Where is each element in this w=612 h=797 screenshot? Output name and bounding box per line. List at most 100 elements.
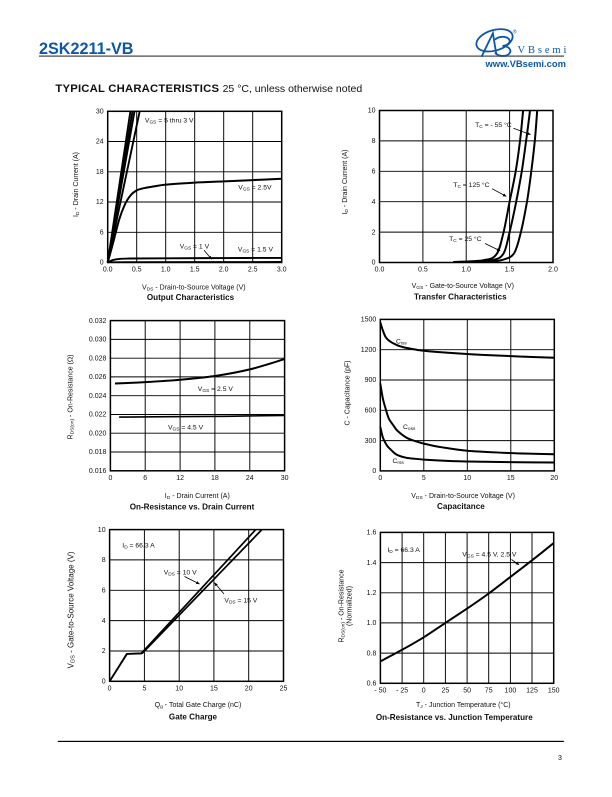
svg-text:0: 0 [422,687,426,694]
svg-text:0.026: 0.026 [89,374,107,381]
svg-text:VDS - Drain-to-Source Voltage: VDS - Drain-to-Source Voltage (V) [411,493,515,501]
svg-text:Qg - Total Gate Charge (nC): Qg - Total Gate Charge (nC) [155,702,242,710]
svg-text:2.0: 2.0 [548,267,558,274]
svg-text:0.5: 0.5 [132,267,142,274]
svg-text:0.022: 0.022 [89,412,107,419]
svg-text:VGS = 1 V: VGS = 1 V [180,244,210,252]
svg-text:10: 10 [175,685,183,692]
svg-text:TC = 125 °C: TC = 125 °C [453,181,489,190]
svg-text:VGS = 2.5 V: VGS = 2.5 V [198,386,234,394]
svg-text:VDS = 10 V: VDS = 10 V [164,570,197,578]
svg-text:18: 18 [96,169,104,176]
svg-text:0.0: 0.0 [103,267,113,274]
svg-text:ID - Drain Current (A): ID - Drain Current (A) [73,152,81,217]
svg-text:0.016: 0.016 [89,468,107,475]
svg-text:5: 5 [142,685,146,692]
svg-text:- 50: - 50 [374,687,386,694]
svg-text:0.6: 0.6 [367,681,377,688]
svg-text:3.0: 3.0 [277,267,287,274]
svg-text:30: 30 [281,475,289,482]
svg-text:0.0: 0.0 [375,267,385,274]
svg-text:0.5: 0.5 [418,267,428,274]
svg-text:125: 125 [526,687,538,694]
svg-text:TJ - Junction Temperature (°C): TJ - Junction Temperature (°C) [416,701,511,710]
svg-text:25: 25 [280,685,288,692]
svg-text:8: 8 [372,138,376,145]
svg-text:0.030: 0.030 [89,337,107,344]
svg-text:VGS = 4.5 V, 2.5 V: VGS = 4.5 V, 2.5 V [462,552,517,560]
svg-text:6: 6 [372,169,376,176]
svg-text:0: 0 [108,685,112,692]
svg-text:900: 900 [365,377,377,384]
svg-text:Output Characteristics: Output Characteristics [147,293,235,302]
svg-text:VGS = 5 thru 3 V: VGS = 5 thru 3 V [145,118,194,126]
svg-text:25: 25 [442,687,450,694]
svg-text:0.018: 0.018 [89,449,107,456]
svg-text:15: 15 [507,475,515,482]
svg-text:100: 100 [505,687,517,694]
svg-text:VGS = 4.5 V: VGS = 4.5 V [168,424,204,432]
svg-text:Crss: Crss [393,458,405,466]
svg-text:0: 0 [372,260,376,267]
svg-text:6: 6 [102,588,106,595]
svg-text:1.6: 1.6 [367,530,377,537]
svg-text:RDS(on) - On-Resistance: RDS(on) - On-Resistance [339,569,347,642]
svg-text:0.024: 0.024 [89,393,107,400]
svg-text:0: 0 [378,475,382,482]
svg-text:30: 30 [96,109,104,116]
svg-text:4: 4 [102,618,106,625]
svg-text:VGS = 2.5V: VGS = 2.5V [238,184,272,192]
svg-text:1.2: 1.2 [367,590,377,597]
svg-text:On-Resistance vs. Drain Curren: On-Resistance vs. Drain Current [130,502,255,511]
svg-text:On-Resistance vs. Junction Tem: On-Resistance vs. Junction Temperature [376,713,533,722]
svg-text:300: 300 [365,438,377,445]
svg-text:0: 0 [108,475,112,482]
svg-text:1.5: 1.5 [190,267,200,274]
svg-text:0: 0 [100,260,104,267]
svg-text:VDS - Drain-to-Source Voltage: VDS - Drain-to-Source Voltage (V) [142,285,246,293]
svg-text:Ciss: Ciss [396,339,407,347]
svg-text:8: 8 [102,557,106,564]
svg-text:150: 150 [548,687,560,694]
svg-text:24: 24 [96,139,104,146]
svg-text:0.032: 0.032 [89,318,107,325]
svg-text:0.8: 0.8 [367,650,377,657]
svg-text:1500: 1500 [361,317,377,324]
svg-text:VDS = 15 V: VDS = 15 V [224,598,257,606]
svg-text:ID = 66.3 A: ID = 66.3 A [122,542,155,550]
svg-text:2.5: 2.5 [248,267,258,274]
svg-text:1.0: 1.0 [367,620,377,627]
svg-text:24: 24 [246,475,254,482]
svg-text:25 °C, unless otherwise noted: 25 °C, unless otherwise noted [223,83,363,95]
svg-text:- 25: - 25 [396,687,408,694]
svg-text:VGS - Gate-to-Source Voltage (: VGS - Gate-to-Source Voltage (V) [67,551,77,668]
svg-text:1.5: 1.5 [505,267,515,274]
svg-text:5: 5 [422,475,426,482]
svg-text:VBsemi: VBsemi [518,45,570,56]
svg-text:VGS = 1.5 V: VGS = 1.5 V [238,247,274,255]
svg-text:1.0: 1.0 [161,267,171,274]
svg-text:ID - Drain Current (A): ID - Drain Current (A) [342,149,350,214]
svg-text:1.4: 1.4 [367,560,377,567]
svg-text:C - Capacitance (pF): C - Capacitance (pF) [345,361,352,426]
svg-text:TC = - 55 °C: TC = - 55 °C [475,121,512,130]
svg-text:6: 6 [143,475,147,482]
svg-text:www.VBsemi.com: www.VBsemi.com [485,58,566,69]
svg-text:0.028: 0.028 [89,355,107,362]
svg-text:75: 75 [485,687,493,694]
svg-text:TYPICAL CHARACTERISTICS: TYPICAL CHARACTERISTICS [55,83,219,95]
svg-text:2: 2 [372,229,376,236]
svg-text:15: 15 [210,685,218,692]
svg-text:VGS - Gate-to-Source Voltage (: VGS - Gate-to-Source Voltage (V) [412,283,514,291]
svg-text:1200: 1200 [361,347,377,354]
svg-text:3: 3 [558,755,562,762]
svg-text:TC = 25 °C: TC = 25 °C [449,235,482,244]
svg-text:0: 0 [372,468,376,475]
svg-text:1.0: 1.0 [461,267,471,274]
svg-text:18: 18 [211,475,219,482]
svg-text:ID = 66.3 A: ID = 66.3 A [387,547,420,555]
svg-text:0.020: 0.020 [89,430,107,437]
svg-text:12: 12 [96,199,104,206]
svg-text:(Normalized): (Normalized) [347,586,354,626]
svg-text:600: 600 [365,408,377,415]
